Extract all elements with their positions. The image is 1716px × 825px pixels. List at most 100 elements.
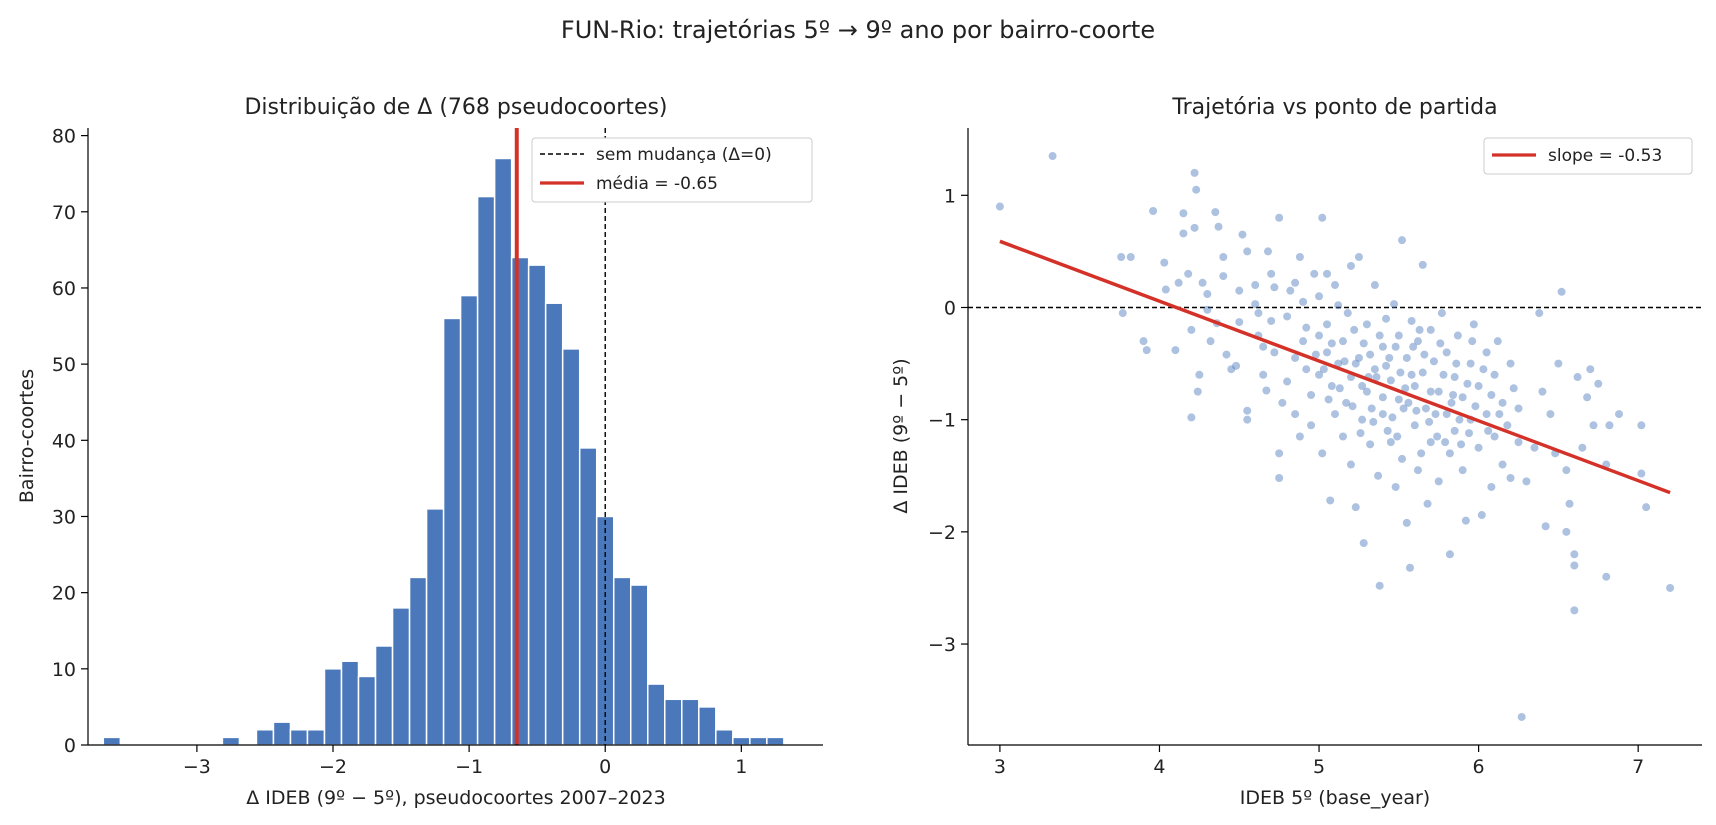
histogram-y-label: Bairro-coortes [16, 369, 38, 503]
scatter-point [1334, 301, 1343, 310]
scatter-point [1187, 413, 1196, 422]
scatter-point [1453, 331, 1462, 340]
histogram-bar [681, 698, 700, 746]
scatter-point [1404, 398, 1413, 407]
scatter-x-label: IDEB 5º (base_year) [1240, 787, 1430, 809]
scatter-point [1442, 348, 1451, 357]
scatter-point [1477, 511, 1486, 520]
scatter-point [1179, 209, 1188, 218]
scatter-point [1267, 316, 1276, 325]
scatter-point [1514, 404, 1523, 413]
y-tick-label: 60 [52, 278, 76, 300]
scatter-point [1391, 342, 1400, 351]
histogram-bar [255, 729, 275, 746]
scatter-point [1457, 440, 1466, 449]
scatter-point [1562, 466, 1571, 475]
scatter-point [1343, 309, 1352, 318]
scatter-point [1506, 359, 1515, 368]
scatter-point [1351, 359, 1360, 368]
scatter-point [1331, 281, 1339, 290]
scatter-point [1275, 474, 1284, 483]
scatter-title: Trajetória vs ponto de partida [1171, 95, 1497, 120]
histogram-bar [102, 736, 122, 746]
scatter-point [1232, 361, 1241, 370]
scatter-point [1407, 316, 1416, 325]
scatter-point [1420, 350, 1429, 359]
histogram-bar [510, 256, 530, 746]
histogram-bar [476, 195, 496, 746]
scatter-point [1367, 404, 1376, 413]
scatter-point [1602, 572, 1611, 581]
histogram-bar [459, 294, 479, 746]
scatter-point [1465, 429, 1474, 438]
scatter-point [1315, 292, 1324, 301]
scatter-point [1235, 318, 1244, 327]
scatter-point [1503, 421, 1512, 430]
histogram-bar [647, 683, 666, 746]
scatter-point [1498, 398, 1507, 407]
scatter-point [1375, 581, 1384, 590]
y-tick-label: 50 [52, 354, 76, 376]
y-tick-label: −2 [928, 522, 956, 544]
scatter-point [1450, 373, 1459, 382]
scatter-point [1375, 331, 1384, 340]
histogram-bar [612, 576, 632, 746]
scatter-point [1358, 415, 1367, 424]
y-tick-label: 10 [52, 659, 76, 681]
histogram-bar [766, 736, 785, 746]
scatter-point [1326, 496, 1335, 505]
scatter-point [1359, 539, 1368, 548]
histogram-y-ticks: 0 10 20 30 40 50 60 70 80 [52, 126, 88, 757]
scatter-point [1160, 258, 1169, 267]
histogram-bar [578, 447, 598, 746]
x-tick-label: 4 [1153, 756, 1165, 778]
scatter-point [1149, 207, 1158, 216]
scatter-point [1323, 269, 1332, 278]
figure-title: FUN-Rio: trajetórias 5º → 9º ano por bai… [561, 16, 1155, 44]
scatter-point [1396, 368, 1405, 377]
scatter-point [1541, 522, 1550, 531]
scatter-point [1468, 337, 1477, 346]
scatter-point [1117, 253, 1126, 262]
scatter-point [1399, 404, 1408, 413]
scatter-point [1394, 331, 1403, 340]
scatter-point [1198, 278, 1207, 287]
scatter-point [1378, 410, 1387, 419]
scatter-point [1315, 370, 1324, 379]
regression-line [999, 239, 1671, 495]
x-tick-label: −2 [319, 756, 347, 778]
x-tick-label: 0 [599, 756, 611, 778]
scatter-point [1570, 561, 1579, 570]
scatter-point [1421, 404, 1430, 413]
histogram-bar [374, 645, 394, 746]
scatter-point [1350, 325, 1359, 334]
scatter-point [1426, 438, 1435, 447]
scatter-point [1251, 281, 1260, 290]
scatter-point [1412, 406, 1421, 415]
scatter-point [1509, 384, 1518, 393]
scatter-point [1310, 269, 1319, 278]
x-tick-label: −1 [455, 756, 483, 778]
scatter-point [1570, 550, 1579, 559]
scatter-point [1425, 417, 1434, 426]
scatter-point [1254, 309, 1263, 318]
histogram-bar [221, 736, 241, 746]
scatter-point [1393, 432, 1402, 441]
scatter-point [1405, 563, 1414, 572]
histogram-bar [391, 607, 411, 746]
scatter-point [1283, 377, 1292, 386]
scatter-point [1562, 527, 1571, 536]
histogram-bar [749, 736, 768, 746]
legend-zero-line-label: sem mudança (Δ=0) [596, 145, 772, 165]
histogram-bar [493, 157, 513, 746]
scatter-point [1211, 208, 1220, 217]
y-tick-label: 20 [52, 583, 76, 605]
scatter-point [1469, 320, 1478, 329]
y-tick-label: −1 [928, 410, 956, 432]
scatter-point [1291, 353, 1300, 362]
scatter-point [1458, 466, 1467, 475]
legend-slope-label: slope = -0.53 [1548, 146, 1662, 166]
scatter-point [1615, 410, 1624, 419]
